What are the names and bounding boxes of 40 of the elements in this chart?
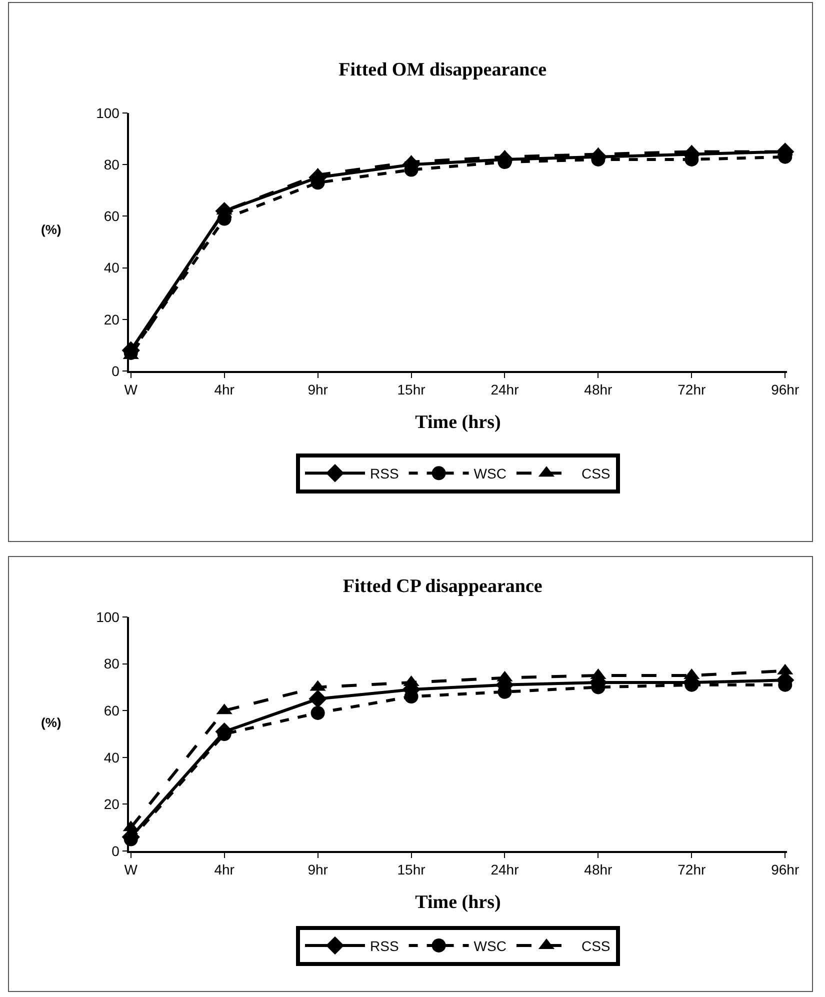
x-tick-label: W — [124, 862, 138, 878]
x-tick-label: 72hr — [678, 382, 706, 398]
legend-label: RSS — [370, 938, 399, 954]
x-tick-label: 15hr — [397, 382, 426, 398]
y-tick-label: 100 — [96, 608, 120, 625]
y-tick-label: 20 — [104, 796, 120, 812]
chart-title: Fitted CP disappearance — [342, 576, 542, 597]
x-tick-label: 4hr — [214, 862, 235, 878]
y-axis-title: (%) — [41, 715, 62, 730]
x-axis-title: Time (hrs) — [415, 892, 501, 913]
x-tick-label: W — [124, 382, 138, 398]
x-tick-label: 9hr — [308, 382, 328, 398]
x-tick-label: 96hr — [771, 382, 800, 398]
y-tick-label: 100 — [96, 104, 120, 121]
y-tick-label: 60 — [104, 208, 120, 224]
legend-label: CSS — [581, 938, 610, 954]
x-tick-label: 72hr — [678, 862, 706, 878]
y-tick-label: 80 — [104, 156, 120, 172]
x-tick-label: 4hr — [214, 382, 235, 398]
x-tick-label: 96hr — [771, 862, 800, 878]
x-tick-label: 24hr — [490, 862, 520, 878]
chart-title: Fitted OM disappearance — [338, 59, 547, 80]
y-tick-label: 40 — [104, 260, 120, 276]
x-tick-label: 9hr — [308, 862, 328, 878]
y-tick-label: 20 — [104, 311, 120, 328]
legend-label: WSC — [474, 466, 506, 482]
x-tick-label: 15hr — [397, 862, 426, 878]
y-tick-label: 80 — [104, 656, 120, 672]
y-tick-label: 60 — [104, 702, 120, 718]
y-axis-title: (%) — [41, 222, 62, 237]
x-tick-label: 24hr — [490, 382, 520, 398]
y-tick-label: 0 — [112, 842, 120, 859]
legend-label: CSS — [581, 466, 610, 482]
x-tick-label: 48hr — [584, 382, 613, 398]
x-tick-label: 48hr — [584, 862, 613, 878]
y-tick-label: 0 — [112, 362, 120, 379]
x-axis-title: Time (hrs) — [415, 412, 501, 433]
legend-label: RSS — [370, 466, 399, 482]
y-tick-label: 40 — [104, 749, 120, 766]
legend-label: WSC — [474, 938, 506, 954]
